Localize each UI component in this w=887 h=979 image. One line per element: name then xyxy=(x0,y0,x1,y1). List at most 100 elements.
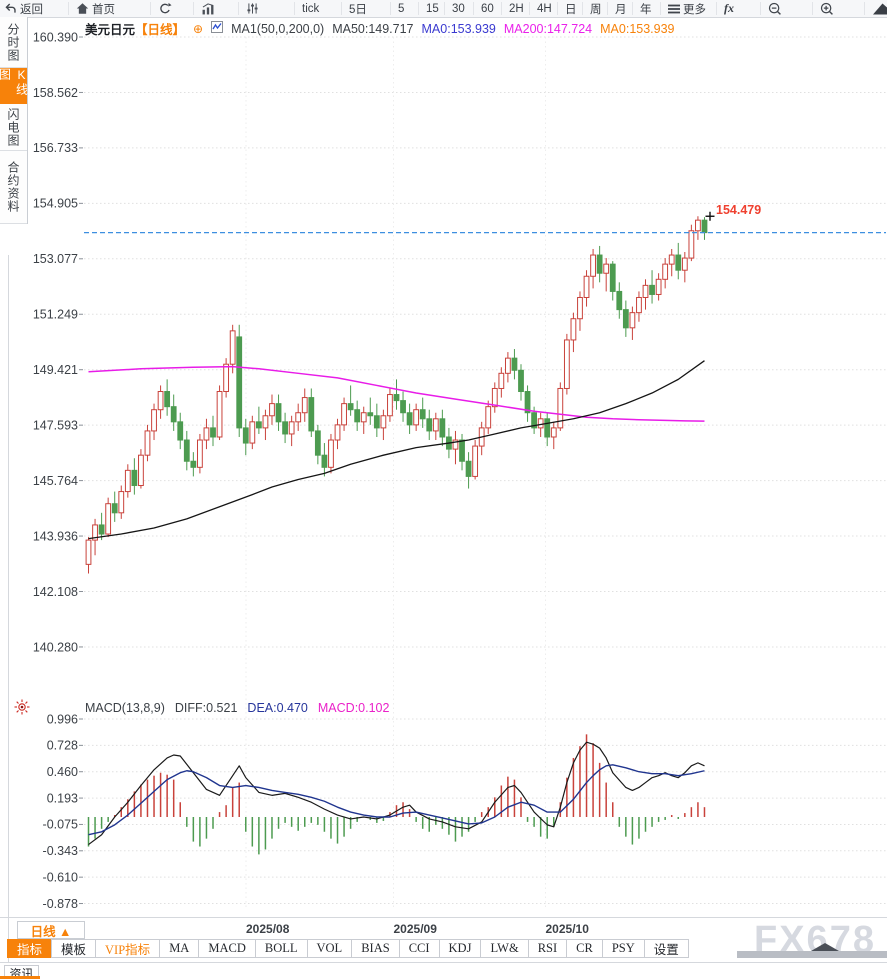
toolbar-item-home[interactable]: 首页 xyxy=(76,0,115,17)
home-icon xyxy=(76,2,89,15)
ma-settings: MA1(50,0,200,0) xyxy=(231,21,325,36)
toolbar-separator xyxy=(760,2,761,15)
svg-text:-0.075: -0.075 xyxy=(43,818,78,832)
svg-text:2025/09: 2025/09 xyxy=(394,922,438,936)
tab-psy[interactable]: PSY xyxy=(601,939,645,958)
scrollbar-handle[interactable] xyxy=(811,943,839,951)
period-selector-button[interactable]: 日线 ▲ xyxy=(17,921,85,939)
toolbar-item-refresh[interactable] xyxy=(158,0,172,17)
svg-text:-0.878: -0.878 xyxy=(43,897,78,911)
svg-text:147.593: 147.593 xyxy=(33,418,78,432)
toolbar-item-h2[interactable]: 2H xyxy=(509,0,524,17)
toolbar-item-label: 5日 xyxy=(349,3,367,16)
toolbar-separator xyxy=(529,2,530,15)
tab-cci[interactable]: CCI xyxy=(398,939,440,958)
toolbar-item-m60[interactable]: 60 xyxy=(481,0,494,17)
tab-vol[interactable]: VOL xyxy=(306,939,353,958)
toolbar-separator xyxy=(390,2,391,15)
period-label: 【日线】 xyxy=(135,23,186,37)
toolbar-item-tick[interactable]: tick xyxy=(302,0,319,17)
svg-text:153.077: 153.077 xyxy=(33,252,78,266)
toolbar-separator xyxy=(473,2,474,15)
svg-text:0.996: 0.996 xyxy=(47,712,78,726)
toolbar-item-label: 日 xyxy=(565,3,577,16)
toolbar-separator xyxy=(557,2,558,15)
bar-chart-icon xyxy=(201,2,215,16)
toolbar-item-month[interactable]: 月 xyxy=(615,0,627,17)
horizontal-scrollbar[interactable] xyxy=(737,951,887,958)
toolbar-item-label: 更多 xyxy=(683,3,706,16)
tab-cr[interactable]: CR xyxy=(566,939,603,958)
toolbar-item-year[interactable]: 年 xyxy=(640,0,652,17)
toolbar-separator xyxy=(582,2,583,15)
toolbar-item-chart-style[interactable] xyxy=(201,0,215,17)
indicator-tabs: 指标 模板 VIP指标 MA MACD BOLL VOL BIAS CCI KDJ LW& RSI CR… xyxy=(7,939,689,958)
sidebar-item-kline-chart[interactable]: K线图 xyxy=(0,68,29,104)
svg-text:2025/08: 2025/08 xyxy=(246,922,290,936)
left-sidebar: 分时图 K线图 闪电图 合约资料 xyxy=(0,17,29,224)
mini-chart-icon[interactable] xyxy=(211,21,224,36)
toolbar-item-label: 30 xyxy=(452,2,465,15)
add-indicator-icon[interactable]: ⊕ xyxy=(193,21,204,36)
toolbar-item-indicator-params[interactable] xyxy=(246,0,259,17)
toolbar-separator xyxy=(238,2,239,15)
indicator-sun-icon[interactable] xyxy=(14,699,30,720)
toolbar-item-label: 年 xyxy=(640,3,652,16)
tab-bias[interactable]: BIAS xyxy=(351,939,400,958)
tab-kdj[interactable]: KDJ xyxy=(438,939,482,958)
tab-template[interactable]: 模板 xyxy=(51,939,97,958)
sidebar-item-contract-info[interactable]: 合约资料 xyxy=(0,151,27,224)
toolbar-item-label: 首页 xyxy=(92,3,115,16)
top-toolbar: 返回 首页 tick 5日 5 15 30 60 2H 4H 日周月年 更多 fx xyxy=(0,0,887,18)
svg-text:-0.343: -0.343 xyxy=(43,844,78,858)
zoom-out-icon xyxy=(768,2,782,16)
svg-text:0.728: 0.728 xyxy=(47,739,78,753)
macd-macd-value: MACD:0.102 xyxy=(317,701,390,715)
svg-text:156.733: 156.733 xyxy=(33,141,78,155)
tab-boll[interactable]: BOLL xyxy=(254,939,308,958)
toolbar-item-back[interactable]: 返回 xyxy=(4,0,43,17)
toolbar-item-label: 周 xyxy=(590,3,602,16)
toolbar-item-draw[interactable] xyxy=(872,0,887,17)
toolbar-item-fx[interactable]: fx xyxy=(724,0,734,17)
ma50-value: MA50:149.717 xyxy=(332,21,414,36)
tab-settings[interactable]: 设置 xyxy=(643,939,689,958)
tab-rsi[interactable]: RSI xyxy=(527,939,568,958)
tab-ma[interactable]: MA xyxy=(159,939,200,958)
svg-text:0.460: 0.460 xyxy=(47,765,78,779)
toolbar-item-label: 2H xyxy=(509,2,524,15)
toolbar-separator xyxy=(341,2,342,15)
toolbar-separator xyxy=(660,2,661,15)
toolbar-item-label: 月 xyxy=(615,3,627,16)
toolbar-item-h4[interactable]: 4H xyxy=(537,0,552,17)
toolbar-item-week[interactable]: 周 xyxy=(590,0,602,17)
sidebar-item-lightning-chart[interactable]: 闪电图 xyxy=(0,104,27,151)
svg-text:142.108: 142.108 xyxy=(33,585,78,599)
svg-text:160.390: 160.390 xyxy=(33,30,78,44)
toolbar-item-label: fx xyxy=(724,1,734,15)
toolbar-item-day[interactable]: 日 xyxy=(565,0,577,17)
macd-header: MACD(13,8,9) DIFF:0.521 DEA:0.470 MACD:0… xyxy=(85,701,389,715)
pen-icon xyxy=(872,2,887,15)
macd-settings: MACD(13,8,9) xyxy=(85,701,165,715)
toolbar-item-m5[interactable]: 5 xyxy=(398,0,404,17)
toolbar-item-zoom-in[interactable] xyxy=(820,0,834,17)
toolbar-item-m15[interactable]: 15 xyxy=(426,0,439,17)
tab-indicator[interactable]: 指标 xyxy=(7,939,53,958)
toolbar-item-zoom-out[interactable] xyxy=(768,0,782,17)
toolbar-separator xyxy=(193,2,194,15)
svg-text:158.562: 158.562 xyxy=(33,86,78,100)
macd-dea-value: DEA:0.470 xyxy=(247,701,308,715)
toolbar-item-more[interactable]: 更多 xyxy=(668,0,706,17)
tab-vip-indicator[interactable]: VIP指标 xyxy=(95,939,161,958)
sidebar-item-time-chart[interactable]: 分时图 xyxy=(0,17,27,68)
toolbar-separator xyxy=(444,2,445,15)
toolbar-item-m30[interactable]: 30 xyxy=(452,0,465,17)
toolbar-item-5d[interactable]: 5日 xyxy=(349,0,367,17)
tab-macd[interactable]: MACD xyxy=(198,939,256,958)
tab-lw[interactable]: LW& xyxy=(480,939,529,958)
svg-text:0.193: 0.193 xyxy=(47,791,78,805)
toolbar-separator xyxy=(812,2,813,15)
